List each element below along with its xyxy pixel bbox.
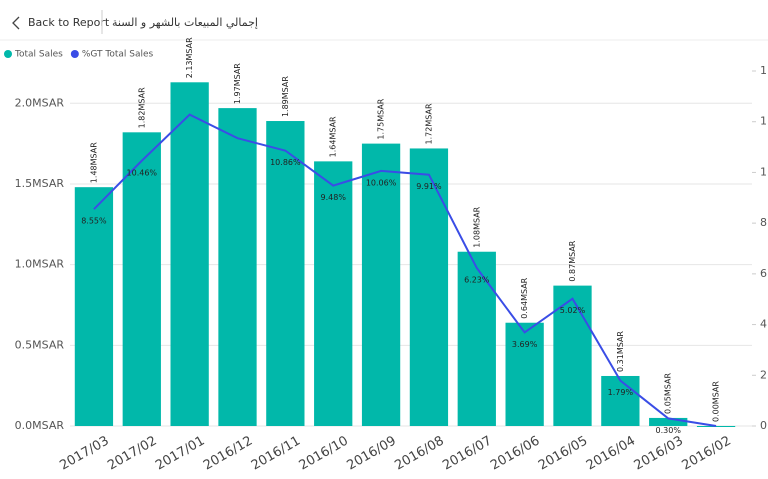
x-tick-label: 2017/01 bbox=[153, 434, 207, 474]
bar-value-label: 1.64MSAR bbox=[329, 116, 338, 157]
bar-value-label: 0.00MSAR bbox=[712, 381, 721, 422]
bar bbox=[409, 148, 449, 427]
bar-value-label: 0.64MSAR bbox=[520, 277, 529, 318]
x-tick-label: 2017/03 bbox=[57, 434, 111, 474]
line-value-label: 9.48% bbox=[321, 193, 347, 202]
line-value-label: 6.23% bbox=[464, 276, 490, 285]
y2-tick-label: 2 bbox=[760, 368, 767, 381]
bar bbox=[170, 82, 209, 426]
bar bbox=[266, 121, 305, 426]
x-tick-label: 2016/06 bbox=[488, 434, 542, 474]
bar bbox=[696, 426, 736, 427]
line-value-label: 0.30% bbox=[656, 426, 682, 435]
bar bbox=[361, 143, 401, 426]
y2-tick-label: 1 bbox=[760, 165, 767, 178]
legend-label: %GT Total Sales bbox=[82, 50, 154, 60]
bar-value-label: 1.82MSAR bbox=[137, 87, 146, 128]
line bbox=[93, 113, 717, 427]
x-tick-label: 2016/03 bbox=[632, 434, 686, 474]
bar-value-label: 0.05MSAR bbox=[664, 373, 673, 414]
y-tick-label: 0.0MSAR bbox=[15, 419, 65, 432]
legend-label: Total Sales bbox=[14, 50, 63, 60]
y2-tick-label: 1 bbox=[760, 64, 767, 77]
bar bbox=[649, 417, 688, 426]
bar bbox=[218, 108, 257, 426]
y2-tick-label: 4 bbox=[760, 318, 767, 331]
y-tick-label: 1.0MSAR bbox=[15, 258, 65, 271]
x-tick-label: 2016/08 bbox=[392, 434, 446, 474]
bar bbox=[505, 322, 544, 426]
line-value-label: 9.91% bbox=[416, 182, 442, 191]
y2-tick-label: 0 bbox=[760, 419, 767, 432]
bar-value-label: 0.87MSAR bbox=[568, 240, 577, 281]
back-label[interactable]: Back to Report bbox=[28, 16, 110, 29]
bar bbox=[457, 251, 496, 426]
bar-value-label: 2.13MSAR bbox=[185, 37, 194, 78]
line-value-label: 10.86% bbox=[270, 158, 301, 167]
x-tick-label: 2016/02 bbox=[680, 434, 734, 474]
legend-marker bbox=[70, 50, 79, 58]
bar-value-label: 1.08MSAR bbox=[472, 206, 481, 247]
bar bbox=[74, 187, 114, 426]
y-tick-label: 2.0MSAR bbox=[15, 96, 65, 109]
y2-tick-label: 8 bbox=[760, 216, 767, 229]
x-tick-label: 2016/10 bbox=[297, 434, 351, 474]
line-value-label: 10.46% bbox=[127, 168, 158, 177]
back-arrow bbox=[12, 16, 20, 30]
bar-value-label: 1.72MSAR bbox=[424, 103, 433, 144]
line-value-label: 5.02% bbox=[560, 306, 586, 315]
line-value-label: 3.69% bbox=[512, 340, 538, 349]
y-tick-label: 0.5MSAR bbox=[15, 338, 65, 351]
y2-tick-label: 6 bbox=[760, 267, 767, 280]
bar-value-label: 1.75MSAR bbox=[377, 98, 386, 139]
chart-title: إجمالي المبيعات بالشهر و السنة bbox=[112, 16, 258, 29]
bar bbox=[553, 285, 592, 426]
x-tick-label: 2016/05 bbox=[536, 434, 590, 474]
bar bbox=[122, 132, 161, 426]
x-tick-label: 2016/07 bbox=[440, 434, 494, 474]
bar bbox=[601, 375, 640, 426]
bar-value-label: 1.48MSAR bbox=[89, 142, 98, 183]
x-tick-label: 2016/12 bbox=[201, 434, 255, 474]
bar bbox=[314, 161, 353, 426]
x-tick-label: 2016/09 bbox=[345, 434, 399, 474]
legend-marker bbox=[4, 50, 12, 58]
x-tick-label: 2017/02 bbox=[105, 434, 159, 474]
line-value-label: 1.79% bbox=[608, 388, 634, 397]
back-button[interactable]: Back to Report bbox=[12, 16, 110, 30]
y-tick-label: 1.5MSAR bbox=[15, 177, 65, 190]
x-tick-label: 2016/04 bbox=[584, 434, 638, 474]
line-value-label: 10.06% bbox=[366, 178, 397, 187]
x-tick-label: 2016/11 bbox=[249, 434, 303, 474]
bar-value-label: 1.97MSAR bbox=[233, 63, 242, 104]
bar-value-label: 0.31MSAR bbox=[616, 331, 625, 372]
y2-tick-label: 1 bbox=[760, 115, 767, 128]
bar-value-label: 1.89MSAR bbox=[281, 76, 290, 117]
line-value-label: 8.55% bbox=[81, 217, 107, 226]
